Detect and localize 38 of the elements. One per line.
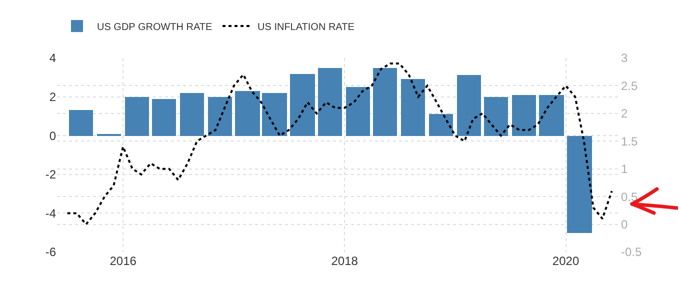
legend-label: US INFLATION RATE: [258, 22, 355, 33]
y-tick-label: -4: [45, 206, 56, 220]
y2-tick-label: 0.5: [621, 190, 638, 204]
x-tick-label: 2020: [552, 254, 580, 268]
y2-tick-label: 3: [621, 51, 628, 66]
y-tick-label: 4: [49, 51, 56, 66]
bar: [180, 93, 204, 136]
bar: [235, 91, 260, 136]
bar: [512, 95, 536, 136]
bar: [69, 110, 93, 136]
bar: [401, 79, 425, 136]
y2-tick-label: 0: [621, 217, 628, 232]
bar: [429, 114, 453, 136]
bar: [373, 68, 397, 136]
bar: [125, 97, 149, 136]
x-tick-label: 2016: [110, 254, 137, 268]
bar: [346, 87, 370, 136]
bar: [262, 93, 287, 136]
bar: [457, 75, 481, 136]
y2-tick-label: 2.5: [621, 78, 638, 93]
legend-label: US GDP GROWTH RATE: [97, 22, 213, 33]
bar: [318, 68, 342, 136]
bar: [152, 99, 176, 136]
y2-tick-label: 2: [621, 106, 628, 121]
y-tick-label: -2: [45, 168, 56, 182]
x-tick-label: 2018: [331, 254, 358, 268]
y2-tick-label: 1.5: [621, 134, 638, 148]
y2-tick-label: -0.5: [621, 245, 642, 260]
bar: [484, 97, 508, 136]
y2-tick-label: 1: [621, 162, 628, 176]
line-series: [66, 62, 613, 226]
y-tick-label: 2: [49, 90, 56, 104]
bar: [290, 74, 315, 136]
bar: [567, 136, 592, 233]
bar: [208, 97, 232, 136]
y-tick-label: -6: [45, 245, 56, 260]
bar: [539, 95, 564, 136]
y-tick-label: 0: [49, 128, 56, 143]
